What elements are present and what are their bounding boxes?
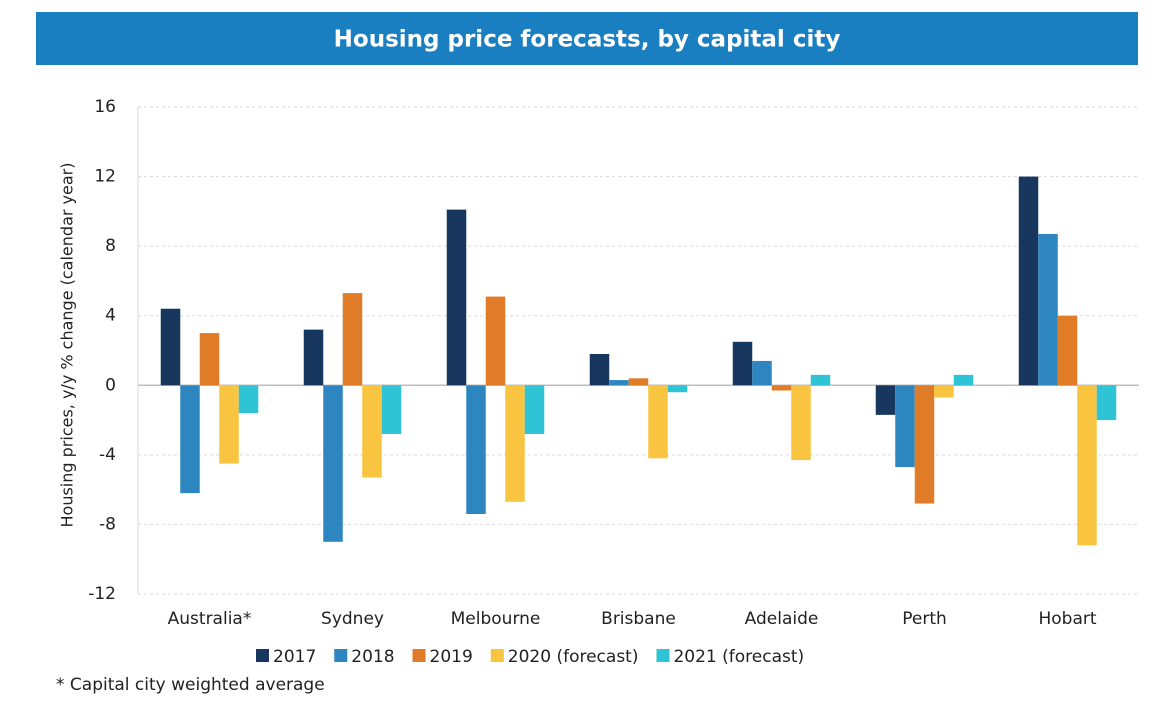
y-tick-label: 16 — [94, 97, 116, 117]
bar — [1077, 385, 1097, 546]
bar — [895, 385, 915, 468]
y-tick-label: -8 — [99, 514, 116, 534]
legend-swatch — [412, 649, 426, 662]
legend-swatch — [490, 649, 504, 662]
y-tick-label: -4 — [99, 445, 116, 465]
x-tick-label: Sydney — [321, 609, 384, 629]
bar — [1057, 315, 1078, 386]
title-banner — [36, 12, 1138, 65]
bar — [1096, 385, 1117, 421]
y-tick-label: 4 — [105, 306, 116, 326]
bar — [628, 378, 649, 386]
y-tick-label: 8 — [105, 236, 116, 256]
y-tick-label: 12 — [94, 167, 116, 187]
bar — [323, 385, 343, 542]
legend-label: 2020 (forecast) — [508, 647, 639, 667]
y-tick-label: -12 — [88, 584, 116, 604]
x-tick-label: Brisbane — [601, 609, 676, 629]
bar — [589, 353, 610, 386]
bar — [752, 360, 772, 386]
x-tick-label: Melbourne — [451, 609, 541, 629]
legend-swatch — [334, 649, 348, 662]
y-axis-label: Housing prices, y/y % change (calendar y… — [58, 163, 77, 528]
bar — [791, 385, 811, 461]
bar — [732, 341, 753, 386]
legend-label: 2019 — [430, 647, 473, 667]
x-tick-label: Adelaide — [745, 609, 819, 629]
legend-label: 2021 (forecast) — [673, 647, 804, 667]
bar — [466, 385, 486, 514]
chart-title: Housing price forecasts, by capital city — [334, 27, 841, 53]
bar — [219, 385, 239, 464]
bar — [446, 209, 467, 386]
bar — [485, 296, 506, 386]
x-tick-label: Australia* — [168, 609, 252, 629]
bar — [648, 385, 668, 459]
bar — [505, 385, 525, 502]
bar — [160, 308, 181, 386]
bar — [771, 385, 792, 391]
bar — [609, 380, 629, 386]
bar — [381, 385, 402, 434]
legend-swatch — [656, 649, 670, 662]
bar — [953, 374, 974, 386]
y-tick-label: 0 — [105, 375, 116, 395]
legend-label: 2017 — [273, 647, 316, 667]
bar — [362, 385, 382, 478]
bar — [238, 385, 259, 414]
x-tick-label: Hobart — [1038, 609, 1096, 629]
footnote: * Capital city weighted average — [56, 675, 325, 695]
bar — [810, 374, 831, 386]
bar — [342, 293, 363, 386]
bar — [914, 385, 935, 504]
bar — [524, 385, 545, 434]
x-tick-label: Perth — [902, 609, 947, 629]
bar — [303, 329, 324, 386]
legend-label: 2018 — [351, 647, 394, 667]
bar — [199, 333, 220, 386]
bar — [180, 385, 200, 494]
bar — [1018, 176, 1039, 386]
legend-swatch — [256, 649, 269, 662]
bar — [875, 385, 896, 415]
bar — [1038, 233, 1058, 386]
bar — [667, 385, 688, 393]
bar — [934, 385, 954, 398]
